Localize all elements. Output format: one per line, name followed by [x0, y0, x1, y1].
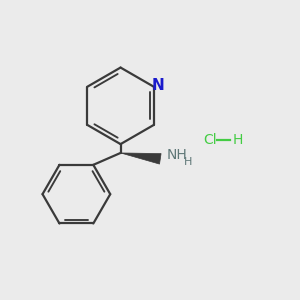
- Text: Cl: Cl: [203, 133, 217, 147]
- Text: H: H: [184, 158, 192, 167]
- Text: NH: NH: [167, 148, 188, 162]
- Polygon shape: [121, 153, 161, 164]
- Text: H: H: [232, 133, 243, 147]
- Text: N: N: [152, 78, 164, 93]
